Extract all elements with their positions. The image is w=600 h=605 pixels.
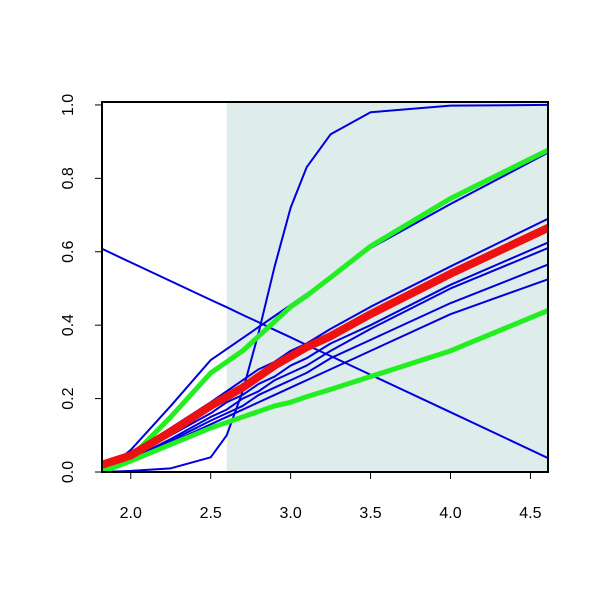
x-tick-label: 4.0 <box>439 505 461 522</box>
x-tick-label: 2.5 <box>200 505 222 522</box>
series-line <box>102 147 548 472</box>
series-line <box>102 223 548 469</box>
x-tick-label: 4.5 <box>519 505 541 522</box>
x-tick-label: 3.5 <box>359 505 381 522</box>
y-tick-label: 0.4 <box>60 314 77 336</box>
y-tick-label: 0.2 <box>60 387 77 409</box>
series-line <box>102 263 548 472</box>
y-tick-label: 0.0 <box>60 461 77 483</box>
shaded-region <box>226 102 548 472</box>
plot-frame <box>101 101 549 473</box>
x-tick-label: 3.0 <box>280 505 302 522</box>
y-tick-label: 0.8 <box>60 167 77 189</box>
y-tick-label: 1.0 <box>60 94 77 116</box>
series-line <box>102 103 548 472</box>
series-line <box>102 247 548 472</box>
y-tick-label: 0.6 <box>60 241 77 263</box>
plot-area <box>102 102 548 472</box>
x-tick-label: 2.0 <box>120 505 142 522</box>
series-line <box>102 307 548 472</box>
